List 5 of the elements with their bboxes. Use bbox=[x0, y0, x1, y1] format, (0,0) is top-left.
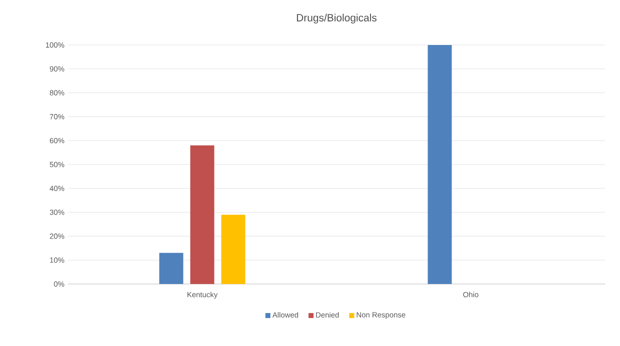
chart-title: Drugs/Biologicals bbox=[296, 14, 377, 24]
bar bbox=[428, 44, 452, 284]
bar bbox=[159, 252, 184, 284]
bar bbox=[221, 214, 246, 284]
bar bbox=[190, 145, 214, 284]
